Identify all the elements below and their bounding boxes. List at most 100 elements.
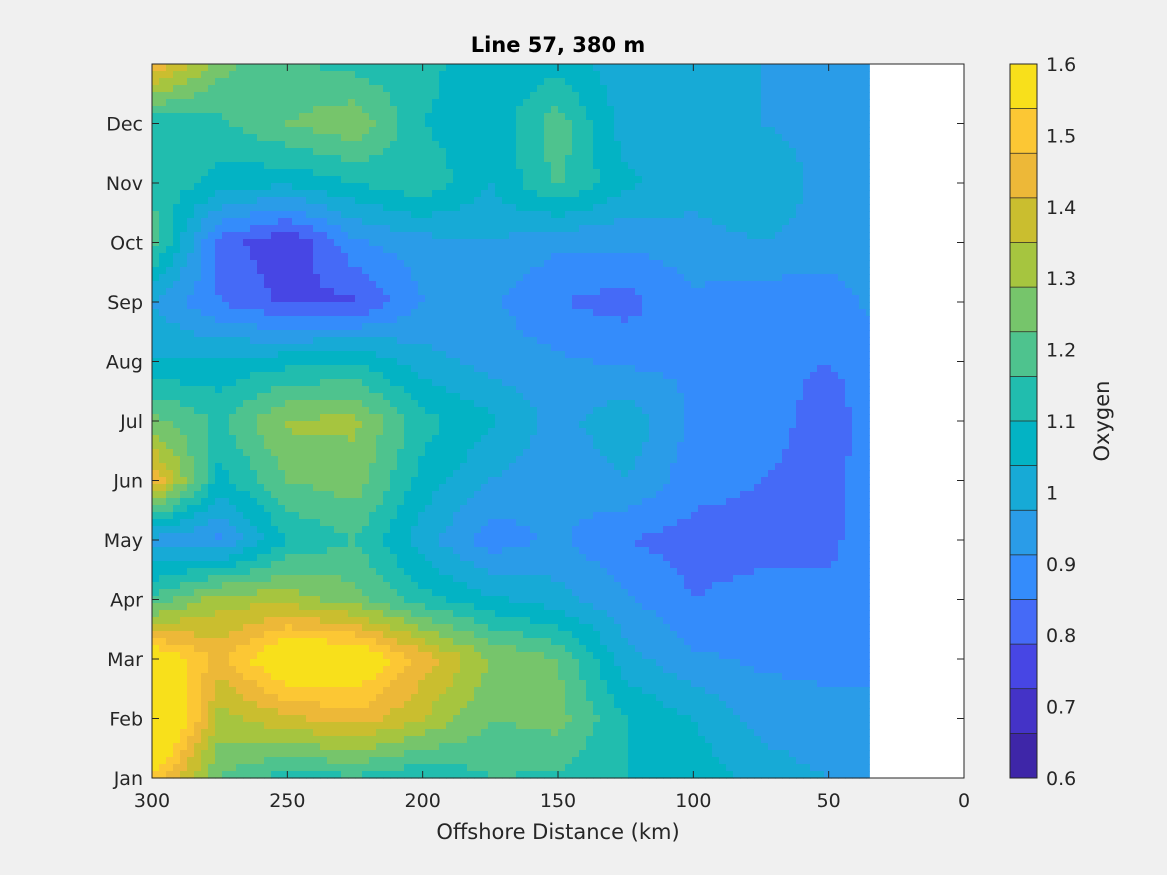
contour-cell xyxy=(705,190,713,198)
contour-cell xyxy=(285,344,293,352)
contour-cell xyxy=(845,330,853,338)
contour-cell xyxy=(712,169,720,177)
contour-cell xyxy=(740,113,748,121)
contour-cell xyxy=(600,351,608,359)
contour-cell xyxy=(264,85,272,93)
contour-cell xyxy=(719,211,727,219)
contour-cell xyxy=(831,323,839,331)
contour-cell xyxy=(859,197,867,205)
contour-cell xyxy=(425,113,433,121)
contour-cell xyxy=(565,309,573,317)
contour-cell xyxy=(523,358,531,366)
contour-cell xyxy=(747,190,755,198)
contour-cell xyxy=(299,267,307,275)
contour-cell xyxy=(369,169,377,177)
contour-cell xyxy=(418,386,426,394)
contour-cell xyxy=(495,162,503,170)
contour-cell xyxy=(782,344,790,352)
contour-cell xyxy=(369,295,377,303)
contour-cell xyxy=(467,309,475,317)
contour-cell xyxy=(488,260,496,268)
contour-cell xyxy=(222,400,230,408)
contour-cell xyxy=(754,246,762,254)
contour-cell xyxy=(439,64,447,72)
contour-cell xyxy=(768,148,776,156)
contour-cell xyxy=(866,106,870,114)
contour-cell xyxy=(152,267,160,275)
contour-cell xyxy=(782,148,790,156)
contour-cell xyxy=(712,351,720,359)
contour-cell xyxy=(558,302,566,310)
contour-cell xyxy=(215,127,223,135)
contour-cell xyxy=(838,190,846,198)
contour-cell xyxy=(572,232,580,240)
contour-cell xyxy=(859,169,867,177)
contour-cell xyxy=(859,274,867,282)
contour-cell xyxy=(285,302,293,310)
contour-cell xyxy=(845,78,853,86)
contour-cell xyxy=(439,127,447,135)
contour-cell xyxy=(376,239,384,247)
contour-cell xyxy=(411,253,419,261)
contour-cell xyxy=(684,295,692,303)
contour-cell xyxy=(257,260,265,268)
contour-cell xyxy=(474,127,482,135)
contour-cell xyxy=(264,64,272,72)
contour-cell xyxy=(159,260,167,268)
contour-cell xyxy=(635,225,643,233)
contour-cell xyxy=(362,330,370,338)
contour-cell xyxy=(481,162,489,170)
contour-cell xyxy=(495,281,503,289)
contour-cell xyxy=(327,225,335,233)
contour-cell xyxy=(285,71,293,79)
contour-cell xyxy=(502,232,510,240)
contour-cell xyxy=(390,260,398,268)
contour-cell xyxy=(635,218,643,226)
contour-cell xyxy=(663,260,671,268)
contour-cell xyxy=(208,379,216,387)
contour-cell xyxy=(320,113,328,121)
contour-cell xyxy=(187,288,195,296)
contour-cell xyxy=(355,309,363,317)
contour-cell xyxy=(614,71,622,79)
contour-cell xyxy=(362,183,370,191)
contour-cell xyxy=(292,309,300,317)
contour-cell xyxy=(523,246,531,254)
contour-cell xyxy=(173,204,181,212)
contour-cell xyxy=(404,288,412,296)
contour-cell xyxy=(439,365,447,373)
contour-cell xyxy=(845,260,853,268)
contour-cell xyxy=(565,64,573,72)
contour-cell xyxy=(733,218,741,226)
contour-cell xyxy=(621,267,629,275)
contour-cell xyxy=(649,113,657,121)
contour-cell xyxy=(425,78,433,86)
contour-cell xyxy=(558,351,566,359)
contour-cell xyxy=(334,141,342,149)
contour-cell xyxy=(432,267,440,275)
contour-cell xyxy=(866,225,870,233)
contour-cell xyxy=(397,358,405,366)
contour-cell xyxy=(271,141,279,149)
contour-cell xyxy=(544,316,552,324)
contour-cell xyxy=(852,218,860,226)
contour-cell xyxy=(404,162,412,170)
contour-cell xyxy=(796,85,804,93)
contour-cell xyxy=(341,316,349,324)
contour-cell xyxy=(789,337,797,345)
contour-cell xyxy=(754,127,762,135)
contour-cell xyxy=(362,260,370,268)
contour-cell xyxy=(250,99,258,107)
contour-cell xyxy=(614,267,622,275)
contour-cell xyxy=(404,141,412,149)
contour-cell xyxy=(152,169,160,177)
contour-cell xyxy=(418,323,426,331)
contour-cell xyxy=(418,183,426,191)
contour-cell xyxy=(705,246,713,254)
contour-cell xyxy=(208,365,216,373)
contour-cell xyxy=(236,99,244,107)
contour-cell xyxy=(635,92,643,100)
contour-cell xyxy=(229,120,237,128)
contour-cell xyxy=(446,183,454,191)
contour-cell xyxy=(537,92,545,100)
